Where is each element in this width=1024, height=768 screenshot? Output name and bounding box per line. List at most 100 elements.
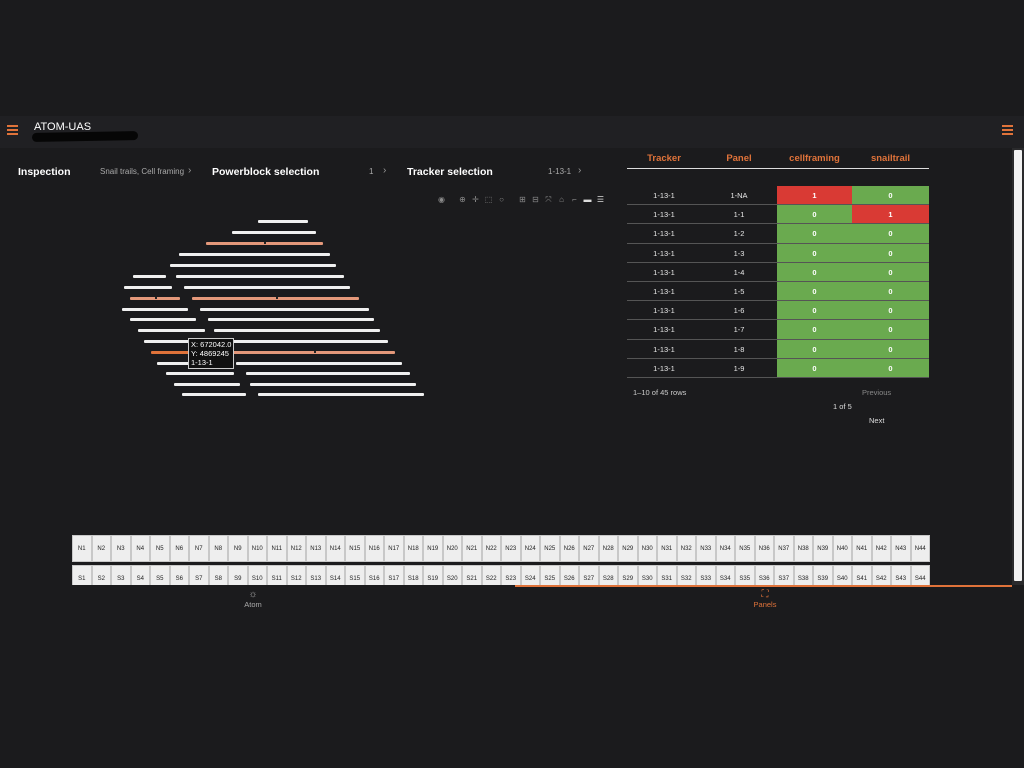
tracker-row[interactable] <box>144 340 194 343</box>
panel-cell-north[interactable]: N28 <box>598 535 618 562</box>
pan-icon[interactable]: ✛ <box>472 195 479 204</box>
tracker-row[interactable] <box>138 329 205 332</box>
defect-marker[interactable] <box>276 297 278 299</box>
panel-cell-south[interactable]: S19 <box>423 565 443 585</box>
panel-cell-south[interactable]: S22 <box>481 565 501 585</box>
table-row[interactable]: 1-13-1 1-1 0 1 <box>627 205 929 225</box>
panel-cell-south[interactable]: S35 <box>735 565 755 585</box>
next-button[interactable]: Next <box>869 416 885 425</box>
tracker-row[interactable] <box>157 362 203 365</box>
tracker-row[interactable] <box>170 264 336 267</box>
tracker-row[interactable] <box>124 286 172 289</box>
panel-cell-north[interactable]: N36 <box>754 535 774 562</box>
tracker-row[interactable] <box>133 275 166 278</box>
panel-cell-north[interactable]: N15 <box>345 535 365 562</box>
panel-cell-north[interactable]: N17 <box>384 535 404 562</box>
panel-cell-south[interactable]: S40 <box>832 565 852 585</box>
home-icon[interactable]: ⌂ <box>559 195 564 204</box>
panel-cell-south[interactable]: S39 <box>813 565 833 585</box>
defect-marker[interactable] <box>314 351 316 353</box>
chevron-right-icon[interactable]: › <box>578 165 582 176</box>
table-row[interactable]: 1-13-1 1-5 0 0 <box>627 281 929 302</box>
panel-cell-north[interactable]: N19 <box>423 535 443 562</box>
panel-cell-south[interactable]: S12 <box>286 565 306 585</box>
panel-cell-south[interactable]: S20 <box>442 565 462 585</box>
inspection-value[interactable]: Snail trails, Cell framing <box>100 167 185 176</box>
panel-cell-north[interactable]: N24 <box>520 535 540 562</box>
panel-cell-south[interactable]: S27 <box>579 565 599 585</box>
column-header-cellframing[interactable]: cellframing <box>789 153 840 164</box>
panel-cell-south[interactable]: S36 <box>754 565 774 585</box>
table-row[interactable]: 1-13-1 1-8 0 0 <box>627 339 929 359</box>
panel-cell-south[interactable]: S16 <box>364 565 384 585</box>
tracker-row[interactable] <box>200 308 369 311</box>
panel-cell-south[interactable]: S38 <box>793 565 813 585</box>
chevron-right-icon[interactable]: › <box>383 165 387 176</box>
powerblock-value[interactable]: 1 <box>369 167 374 176</box>
panel-cell-north[interactable]: N23 <box>501 535 521 562</box>
panel-cell-south[interactable]: S11 <box>267 565 287 585</box>
panel-cell-south[interactable]: S6 <box>169 565 189 585</box>
panel-cell-south[interactable]: S10 <box>247 565 267 585</box>
panel-cell-south[interactable]: S15 <box>345 565 365 585</box>
panel-cell-north[interactable]: N35 <box>735 535 755 562</box>
panel-cell-north[interactable]: N22 <box>481 535 501 562</box>
hover-compare-icon[interactable]: ☰ <box>596 195 605 204</box>
panel-cell-north[interactable]: N12 <box>286 535 306 562</box>
panel-cell-north[interactable]: N25 <box>540 535 560 562</box>
previous-button[interactable]: Previous <box>862 388 892 397</box>
tracker-row[interactable] <box>258 393 424 396</box>
tracker-row[interactable] <box>182 393 246 396</box>
panel-cell-north[interactable]: N6 <box>169 535 189 562</box>
panel-cell-south[interactable]: S23 <box>501 565 521 585</box>
panel-cell-north[interactable]: N31 <box>657 535 677 562</box>
panel-cell-north[interactable]: N42 <box>871 535 891 562</box>
panel-cell-south[interactable]: S7 <box>189 565 209 585</box>
column-header-tracker[interactable]: Tracker <box>647 153 681 164</box>
panel-cell-north[interactable]: N3 <box>111 535 131 562</box>
defect-marker[interactable] <box>155 297 157 299</box>
tracker-row[interactable] <box>208 318 374 321</box>
panel-cell-south[interactable]: S2 <box>91 565 111 585</box>
panel-cell-south[interactable]: S17 <box>384 565 404 585</box>
menu-icon[interactable] <box>7 125 18 135</box>
panel-cell-north[interactable]: N43 <box>891 535 911 562</box>
panel-cell-north[interactable]: N29 <box>618 535 638 562</box>
panel-cell-south[interactable]: S44 <box>910 565 930 585</box>
tracker-row[interactable] <box>214 329 380 332</box>
panel-cell-north[interactable]: N5 <box>150 535 170 562</box>
tracker-row[interactable] <box>258 220 308 223</box>
panel-cell-north[interactable]: N27 <box>579 535 599 562</box>
panel-cell-north[interactable]: N1 <box>72 535 92 562</box>
camera-icon[interactable]: ◉ <box>438 195 445 204</box>
tracker-row[interactable] <box>184 286 350 289</box>
panel-cell-north[interactable]: N13 <box>306 535 326 562</box>
panel-cell-north[interactable]: N39 <box>813 535 833 562</box>
panel-cell-south[interactable]: S29 <box>618 565 638 585</box>
lasso-icon[interactable]: ○ <box>499 195 504 204</box>
tracker-row[interactable] <box>222 340 388 343</box>
panel-cell-south[interactable]: S28 <box>598 565 618 585</box>
panel-cell-south[interactable]: S9 <box>228 565 248 585</box>
table-row[interactable]: 1-13-1 1-6 0 0 <box>627 301 929 321</box>
tracker-row[interactable] <box>192 297 359 300</box>
table-row[interactable]: 1-13-1 1-9 0 0 <box>627 358 929 378</box>
tracker-row[interactable] <box>236 362 402 365</box>
panel-cell-south[interactable]: S37 <box>774 565 794 585</box>
defect-marker[interactable] <box>264 242 266 244</box>
table-row[interactable]: 1-13-1 1-4 0 0 <box>627 262 929 282</box>
panel-cell-south[interactable]: S18 <box>403 565 423 585</box>
menu-right-icon[interactable] <box>1002 125 1013 135</box>
panel-cell-north[interactable]: N26 <box>559 535 579 562</box>
panel-cell-south[interactable]: S31 <box>657 565 677 585</box>
panel-cell-north[interactable]: N33 <box>696 535 716 562</box>
panel-cell-north[interactable]: N20 <box>442 535 462 562</box>
box-select-icon[interactable]: ⬚ <box>484 195 493 204</box>
tracker-row[interactable] <box>166 372 234 375</box>
panel-cell-north[interactable]: N41 <box>852 535 872 562</box>
table-row[interactable]: 1-13-1 1-NA 1 0 <box>627 186 929 206</box>
tracker-row[interactable] <box>130 318 196 321</box>
panel-cell-south[interactable]: S21 <box>462 565 482 585</box>
column-header-snailtrail[interactable]: snailtrail <box>870 153 911 164</box>
panel-cell-north[interactable]: N7 <box>189 535 209 562</box>
